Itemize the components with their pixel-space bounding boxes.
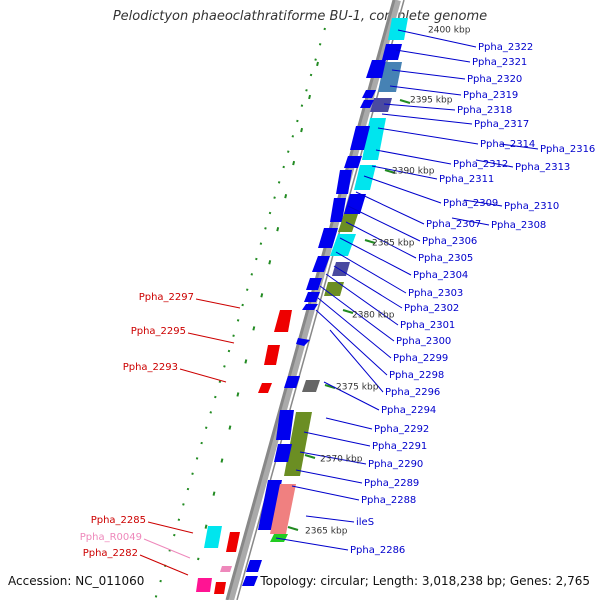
genome-summary: Topology: circular; Length: 3,018,238 bp… bbox=[260, 574, 590, 588]
leader-lines bbox=[139, 29, 539, 576]
gene-label-reverse[interactable]: Ppha_2295 bbox=[131, 326, 186, 337]
leader-line bbox=[391, 69, 466, 80]
gene-label-forward[interactable]: Ppha_2294 bbox=[381, 405, 436, 416]
leader-line bbox=[291, 485, 360, 501]
gene-label-forward[interactable]: Ppha_2308 bbox=[491, 220, 546, 231]
gene-label-forward[interactable]: Ppha_2314 bbox=[480, 139, 535, 150]
leader-line bbox=[323, 381, 380, 411]
leader-line bbox=[499, 143, 539, 150]
leader-line bbox=[347, 205, 421, 242]
gene-label-forward[interactable]: Ppha_2299 bbox=[393, 353, 448, 364]
leader-line bbox=[381, 113, 473, 125]
leader-line bbox=[355, 191, 425, 225]
scale-label: 2400 kbp bbox=[428, 26, 471, 36]
leader-line bbox=[295, 469, 363, 484]
gene-label-forward[interactable]: Ppha_2291 bbox=[372, 441, 427, 452]
scale-label: 2395 kbp bbox=[410, 96, 453, 106]
leader-line bbox=[463, 199, 503, 207]
gene-label-forward[interactable]: Ppha_2306 bbox=[422, 236, 477, 247]
leader-line bbox=[303, 431, 371, 447]
gene-label-forward[interactable]: Ppha_2316 bbox=[540, 144, 595, 155]
scale-label: 2375 kbp bbox=[336, 383, 379, 393]
outer-ring bbox=[154, 27, 326, 600]
gene-label-forward[interactable]: Ppha_2317 bbox=[474, 119, 529, 130]
scale-label-layer: 2400 kbp 2395 kbp 2390 kbp 2385 kbp 2380 kbp… bbox=[305, 26, 471, 537]
gene-label-forward[interactable]: Ppha_2313 bbox=[515, 162, 570, 173]
gene-label-forward[interactable]: Ppha_2290 bbox=[368, 459, 423, 470]
gene-label-forward[interactable]: Ppha_2302 bbox=[404, 303, 459, 314]
leader-line bbox=[329, 329, 384, 393]
leader-line bbox=[397, 29, 477, 48]
leader-line bbox=[475, 159, 514, 168]
gene-label-forward[interactable]: Ppha_2292 bbox=[374, 424, 429, 435]
gene-label-forward[interactable]: Ppha_2322 bbox=[478, 42, 533, 53]
reverse-features bbox=[196, 310, 292, 594]
gene-label-forward[interactable]: Ppha_2286 bbox=[350, 545, 405, 556]
scale-label: 2370 kbp bbox=[320, 455, 363, 465]
gene-label-forward[interactable]: Ppha_2305 bbox=[418, 253, 473, 264]
leader-line bbox=[305, 515, 355, 523]
scale-ticks bbox=[287, 99, 411, 531]
gene-label-forward[interactable]: Ppha_2301 bbox=[400, 320, 455, 331]
leader-line bbox=[195, 298, 241, 309]
forward-label-layer: Ppha_2322 Ppha_2321 Ppha_2320 Ppha_2319 Ppha… bbox=[350, 42, 595, 556]
leader-line bbox=[143, 538, 191, 559]
scale-label: 2365 kbp bbox=[305, 527, 348, 537]
scale-label: 2380 kbp bbox=[352, 311, 395, 321]
gene-label-forward[interactable]: Ppha_2318 bbox=[457, 105, 512, 116]
gene-label-forward[interactable]: Ppha_2312 bbox=[453, 159, 508, 170]
leader-line bbox=[139, 554, 189, 576]
gene-label-forward[interactable]: Ppha_2307 bbox=[426, 219, 481, 230]
scale-label: 2385 kbp bbox=[372, 239, 415, 249]
leader-line bbox=[299, 451, 367, 465]
gene-label-forward[interactable]: Ppha_2288 bbox=[361, 495, 416, 506]
gene-label-forward[interactable]: Ppha_2303 bbox=[408, 288, 463, 299]
leader-line bbox=[389, 85, 462, 96]
leader-line bbox=[383, 103, 456, 111]
scale-label: 2390 kbp bbox=[392, 167, 435, 177]
leader-line bbox=[335, 251, 407, 294]
gene-label-reverse[interactable]: Ppha_2293 bbox=[123, 362, 178, 373]
gene-label-forward[interactable]: Ppha_2320 bbox=[467, 74, 522, 85]
leader-line bbox=[339, 237, 412, 276]
leader-line bbox=[325, 273, 399, 326]
gene-label-forward[interactable]: Ppha_2289 bbox=[364, 478, 419, 489]
leader-line bbox=[345, 221, 417, 259]
gene-label-reverse[interactable]: Ppha_2285 bbox=[91, 515, 146, 526]
leader-line bbox=[363, 175, 442, 204]
gene-label-forward[interactable]: Ppha_2304 bbox=[413, 270, 468, 281]
leader-line bbox=[333, 265, 403, 309]
forward-features bbox=[242, 18, 408, 586]
gene-label-forward[interactable]: Ppha_2310 bbox=[504, 201, 559, 212]
gene-label-forward[interactable]: Ppha_2321 bbox=[472, 57, 527, 68]
gene-label-forward[interactable]: Ppha_2300 bbox=[396, 336, 451, 347]
gene-label-reverse[interactable]: Ppha_R0049 bbox=[80, 532, 142, 543]
leader-line bbox=[375, 149, 452, 165]
gene-label-forward[interactable]: Ppha_2309 bbox=[443, 198, 498, 209]
leader-line bbox=[377, 127, 479, 145]
gene-label-reverse[interactable]: Ppha_2297 bbox=[139, 292, 194, 303]
gene-label-forward[interactable]: ileS bbox=[356, 517, 374, 528]
leader-line bbox=[187, 332, 235, 344]
gene-label-forward[interactable]: Ppha_2319 bbox=[463, 90, 518, 101]
leader-line bbox=[395, 49, 471, 63]
gene-label-reverse[interactable]: Ppha_2282 bbox=[83, 548, 138, 559]
leader-line bbox=[319, 285, 395, 342]
gene-label-forward[interactable]: Ppha_2298 bbox=[389, 370, 444, 381]
gene-label-forward[interactable]: Ppha_2296 bbox=[385, 387, 440, 398]
leader-line bbox=[315, 309, 388, 376]
leader-line bbox=[451, 217, 490, 226]
accession-text: Accession: NC_011060 bbox=[8, 574, 145, 588]
gene-label-forward[interactable]: Ppha_2311 bbox=[439, 174, 494, 185]
leader-line bbox=[179, 368, 227, 383]
leader-line bbox=[147, 521, 194, 534]
leader-line bbox=[317, 297, 392, 359]
leader-line bbox=[325, 417, 373, 430]
leader-line bbox=[371, 165, 438, 180]
reverse-label-layer: Ppha_2297 Ppha_2295 Ppha_2293 Ppha_2285 Ppha… bbox=[80, 292, 194, 559]
leader-line bbox=[275, 537, 349, 551]
